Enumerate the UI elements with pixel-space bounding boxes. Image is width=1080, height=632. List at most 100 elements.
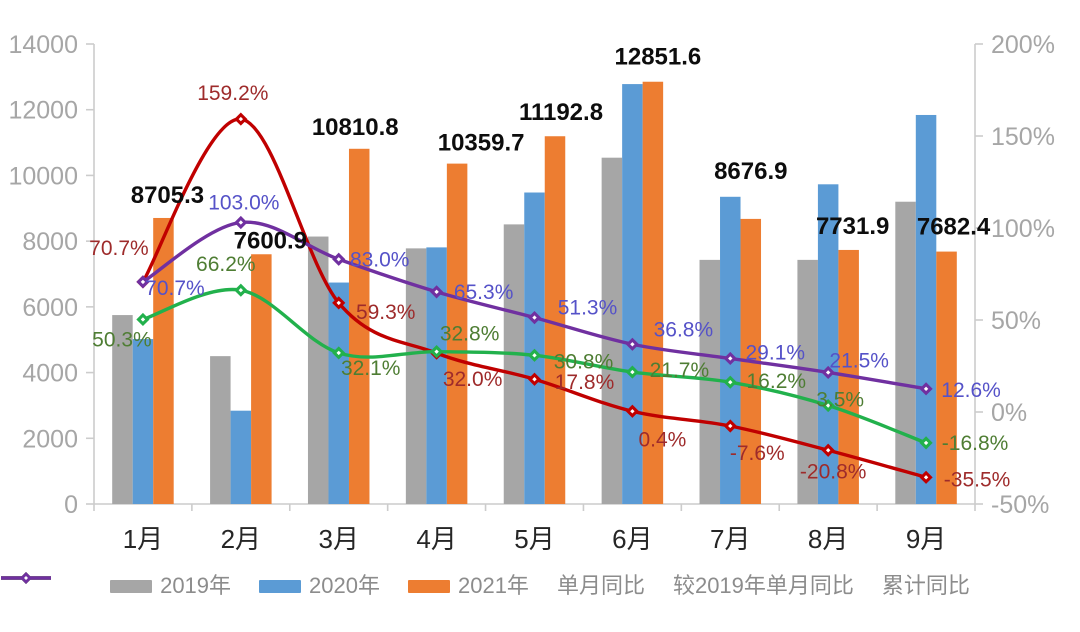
pct-label-单月同比-4月: 32.0% [443,368,503,391]
legend-item-较2019年单月同比[interactable]: 较2019年单月同比 [1,572,854,598]
bar-2019年-2月 [210,356,231,504]
legend-line-icon [1,572,51,584]
x-axis-label: 1月 [123,524,163,554]
legend-item-2021年[interactable]: 2021年 [407,573,529,598]
legend-item-2020年[interactable]: 2020年 [259,575,380,597]
line-labels-单月同比: 70.7% 159.2% 59.3% 32.0% 17.8% 0.4% -7.6% -20.8… [89,82,1010,491]
x-axis-label: 2月 [221,524,261,554]
pct-label-较2019年单月同比-9月: -16.8% [942,432,1009,455]
bar-value-label-8月: 7731.9 [816,213,889,240]
pct-label-单月同比-9月: -35.5% [944,468,1011,491]
bar-2020年-6月 [622,84,643,504]
bar-2019年-3月 [307,236,329,505]
pct-label-累计同比-6月: 36.8% [654,318,714,341]
right-axis-tick-label: 50% [991,307,1041,335]
x-axis-label: 6月 [612,524,652,554]
legend-label: 2021年 [457,573,529,598]
left-axis-tick-label: 4000 [22,360,78,388]
bar-2021年-3月 [348,148,370,504]
line-series-累计同比 [136,215,933,396]
pct-label-较2019年单月同比-3月: 32.1% [341,357,401,380]
pct-label-较2019年单月同比-5月: 30.8% [554,350,614,373]
bar-2021年-6月 [642,81,664,504]
bar-value-label-5月: 11192.8 [519,99,603,126]
left-axis-tick-label: 0 [64,491,78,519]
legend-item-2019年[interactable]: 2019年 [110,575,231,597]
x-axis-label: 3月 [318,524,358,554]
bar-2019年-7月 [699,259,721,504]
pct-label-单月同比-2月: 159.2% [197,82,268,105]
bar-value-labels: 8705.3 7600.9 10810.8 10359.7 11192.8 12851.6… [131,44,991,255]
left-axis-tick-label: 12000 [8,97,78,125]
bar-2021年-1月 [153,217,174,504]
legend-label: 累计同比 [881,573,970,598]
bar-value-label-4月: 10359.7 [438,130,525,157]
x-axis-label: 9月 [906,524,946,554]
bar-value-label-3月: 10810.8 [312,114,399,141]
line-labels-较2019年单月同比: 50.3% 66.2% 32.1% 32.8% 30.8% 21.7% 16.2% 3.5% -… [92,253,1008,455]
left-axis-tick-label: 6000 [22,294,78,322]
right-axis-tick-label: -50% [991,491,1049,519]
pct-label-累计同比-4月: 65.3% [454,281,514,304]
legend-label: 2020年 [309,573,380,598]
bar-value-label-9月: 7682.4 [917,214,991,241]
bar-value-label-7月: 8676.9 [714,158,787,185]
pct-label-累计同比-2月: 103.0% [208,191,279,214]
pct-label-较2019年单月同比-2月: 66.2% [196,253,256,276]
pct-label-单月同比-3月: 59.3% [356,301,416,324]
legend-item-单月同比[interactable]: 单月同比 [1,572,645,598]
chart-legend: 2019年 2020年 2021年 单月同比 较2019年单月同比 累计同比 [0,570,1080,602]
line-series-较2019年单月同比 [136,283,933,450]
pct-label-较2019年单月同比-7月: 16.2% [747,370,807,393]
bar-2019年-6月 [601,157,623,504]
bar-2020年-9月 [915,114,937,504]
pct-label-单月同比-6月: 0.4% [638,428,686,451]
bar-2020年-2月 [230,410,252,504]
bar-2019年-4月 [405,248,427,504]
right-axis-tick-label: 0% [991,399,1027,427]
line-labels-累计同比: 70.7% 103.0% 83.0% 65.3% 51.3% 36.8% 29.1% 21.5… [145,191,1001,401]
legend-label: 较2019年单月同比 [672,573,854,598]
bar-value-label-1月: 8705.3 [131,182,204,209]
bar-2020年-8月 [817,184,839,505]
right-axis-tick-label: 200% [991,31,1055,59]
pct-label-累计同比-3月: 83.0% [350,248,410,271]
bar-2020年-3月 [328,282,349,504]
axes: 02000400060008000100001200014000-50%0%50… [8,31,1054,554]
left-axis-tick-label: 2000 [22,425,78,453]
pct-label-单月同比-8月: -20.8% [800,460,867,483]
bar-value-label-6月: 12851.6 [615,44,702,71]
pct-label-累计同比-1月: 70.7% [145,277,205,300]
pct-label-累计同比-8月: 21.5% [829,349,889,372]
pct-label-累计同比-7月: 29.1% [746,341,806,364]
pct-label-较2019年单月同比-6月: 21.7% [650,359,710,382]
pct-label-累计同比-5月: 51.3% [558,297,618,320]
x-axis-label: 8月 [808,524,848,554]
pct-label-累计同比-9月: 12.6% [941,379,1001,402]
legend-swatch-icon [259,579,302,593]
left-axis-tick-label: 8000 [22,228,78,256]
pct-label-较2019年单月同比-8月: 3.5% [816,389,864,412]
legend-label: 单月同比 [556,573,645,598]
legend-item-累计同比[interactable]: 累计同比 [1,572,970,598]
bar-2019年-5月 [503,224,525,504]
bar-2021年-9月 [936,251,957,504]
bar-2020年-1月 [132,339,154,504]
x-axis-label: 5月 [514,524,554,554]
pct-label-较2019年单月同比-4月: 32.8% [440,323,500,346]
x-axis-label: 7月 [710,524,750,554]
legend-label: 2019年 [160,573,232,598]
pct-label-单月同比-1月: 70.7% [89,237,149,260]
bar-2019年-1月 [112,315,133,504]
bar-2021年-5月 [544,136,566,504]
left-axis-tick-label: 14000 [8,31,78,59]
bar-series-2021年 [153,81,957,504]
pct-label-单月同比-5月: 17.8% [555,371,615,394]
bar-value-label-2月: 7600.9 [234,227,307,254]
left-axis-tick-label: 10000 [8,162,78,190]
bar-2021年-4月 [446,163,468,504]
pct-label-较2019年单月同比-1月: 50.3% [92,328,152,351]
legend-swatch-icon [407,579,450,593]
